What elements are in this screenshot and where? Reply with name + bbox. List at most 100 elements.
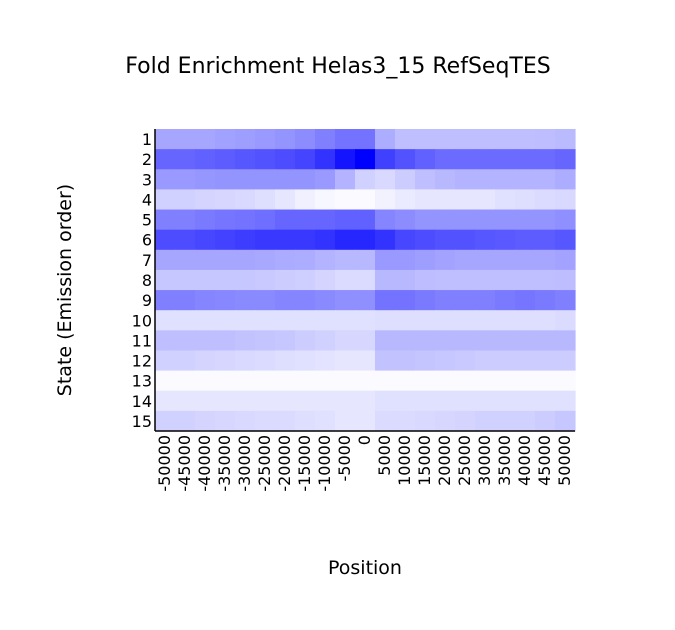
- heatmap-cell: [415, 149, 436, 170]
- heatmap-cell: [155, 350, 176, 372]
- heatmap-cell: [315, 350, 336, 372]
- heatmap-cell: [315, 149, 336, 170]
- heatmap-cell: [535, 189, 556, 211]
- heatmap-cell: [375, 330, 396, 352]
- heatmap-cell: [475, 269, 496, 291]
- heatmap-cell: [555, 330, 576, 352]
- heatmap-cell: [395, 290, 416, 311]
- x-tick-label: -50000: [155, 435, 174, 492]
- heatmap-cell: [235, 290, 256, 311]
- heatmap-cell: [275, 229, 296, 251]
- heatmap-cell: [275, 269, 296, 291]
- heatmap-cell: [535, 330, 556, 352]
- x-tick-label: 0: [355, 435, 374, 445]
- heatmap-cell: [315, 290, 336, 311]
- heatmap-cell: [535, 269, 556, 291]
- heatmap-cell: [415, 169, 436, 190]
- heatmap-cell: [535, 310, 556, 331]
- heatmap-cell: [195, 310, 216, 331]
- heatmap-cell: [335, 249, 356, 271]
- heatmap-cell: [415, 129, 436, 150]
- heatmap-cell: [195, 189, 216, 211]
- heatmap-cell: [295, 269, 316, 291]
- heatmap-cell: [515, 129, 536, 150]
- heatmap-cell: [275, 209, 296, 231]
- heatmap-cell: [555, 310, 576, 331]
- heatmap-cell: [295, 149, 316, 170]
- heatmap-cell: [415, 249, 436, 271]
- heatmap-cell: [515, 249, 536, 271]
- heatmap-cell: [415, 390, 436, 412]
- x-tick-label: 30000: [475, 435, 494, 486]
- heatmap-cell: [455, 149, 476, 170]
- heatmap-cell: [315, 189, 336, 211]
- heatmap-cell: [255, 209, 276, 231]
- heatmap-cell: [475, 310, 496, 331]
- heatmap-cell: [275, 350, 296, 372]
- heatmap-cell: [355, 149, 376, 170]
- heatmap-cell: [215, 290, 236, 311]
- heatmap-cell: [375, 229, 396, 251]
- heatmap-cell: [215, 310, 236, 331]
- heatmap-cell: [295, 310, 316, 331]
- heatmap-cell: [315, 209, 336, 231]
- heatmap-cell: [155, 330, 176, 352]
- heatmap-cell: [215, 149, 236, 170]
- heatmap-cell: [215, 189, 236, 211]
- heatmap-cell: [195, 390, 216, 412]
- x-tick-label: 50000: [555, 435, 574, 486]
- heatmap-cell: [475, 370, 496, 392]
- heatmap-cell: [515, 390, 536, 412]
- heatmap-cell: [155, 209, 176, 231]
- heatmap-cell: [315, 370, 336, 392]
- heatmap-cell: [475, 390, 496, 412]
- heatmap-cell: [155, 249, 176, 271]
- heatmap-cell: [515, 410, 536, 432]
- heatmap-cell: [355, 189, 376, 211]
- heatmap-cell: [355, 390, 376, 412]
- heatmap-cell: [255, 249, 276, 271]
- heatmap-cell: [515, 149, 536, 170]
- heatmap-cell: [295, 189, 316, 211]
- heatmap-cell: [535, 209, 556, 231]
- heatmap-cell: [215, 169, 236, 190]
- heatmap-cell: [435, 310, 456, 331]
- heatmap-cell: [235, 209, 256, 231]
- heatmap-cell: [195, 169, 216, 190]
- heatmap-cell: [255, 410, 276, 432]
- heatmap-cell: [555, 410, 576, 432]
- heatmap-cell: [535, 370, 556, 392]
- heatmap-cell: [195, 410, 216, 432]
- heatmap-cell: [435, 229, 456, 251]
- heatmap-cell: [175, 370, 196, 392]
- heatmap-cell: [295, 330, 316, 352]
- heatmap-cell: [415, 269, 436, 291]
- y-tick-label: 13: [132, 372, 152, 391]
- heatmap-cell: [535, 129, 556, 150]
- heatmap-cell: [495, 350, 516, 372]
- heatmap-cell: [375, 129, 396, 150]
- heatmap-cell: [395, 330, 416, 352]
- heatmap-cell: [455, 189, 476, 211]
- heatmap-cell: [435, 350, 456, 372]
- heatmap-cell: [195, 249, 216, 271]
- heatmap-cell: [475, 410, 496, 432]
- heatmap-cell: [235, 149, 256, 170]
- x-tick-label: -30000: [235, 435, 254, 492]
- heatmap-cell: [235, 169, 256, 190]
- heatmap-cell: [395, 390, 416, 412]
- x-tick-label: -45000: [175, 435, 194, 492]
- heatmap-cell: [175, 290, 196, 311]
- heatmap-cell: [315, 229, 336, 251]
- heatmap-cell: [515, 350, 536, 372]
- heatmap-cell: [395, 269, 416, 291]
- heatmap-cell: [275, 249, 296, 271]
- heatmap-cell: [195, 229, 216, 251]
- heatmap-cell: [475, 129, 496, 150]
- heatmap-cell: [535, 290, 556, 311]
- heatmap-cell: [275, 189, 296, 211]
- heatmap-cell: [355, 269, 376, 291]
- heatmap-cell: [475, 169, 496, 190]
- heatmap-cell: [435, 410, 456, 432]
